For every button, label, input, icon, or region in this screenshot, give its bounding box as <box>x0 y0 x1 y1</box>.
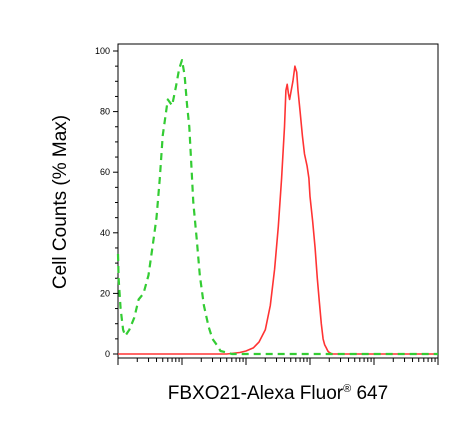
y-tick-label: 40 <box>100 228 110 238</box>
axis-titles: Cell Counts (% Max) FBXO21-Alexa Fluor® … <box>50 115 388 404</box>
y-tick-label: 0 <box>105 349 110 359</box>
x-axis-title: FBXO21-Alexa Fluor® 647 <box>168 383 388 404</box>
x-axis-title-registered-mark: ® <box>343 383 351 395</box>
axes: 0 20 40 60 80 100 <box>95 43 439 365</box>
y-axis-title: Cell Counts (% Max) <box>50 115 71 289</box>
plot-frame <box>117 43 439 359</box>
control-histogram-line <box>116 58 438 356</box>
y-tick-label: 60 <box>100 167 110 177</box>
curves <box>116 58 438 356</box>
x-axis-title-main: FBXO21-Alexa Fluor <box>168 383 344 404</box>
y-tick-label: 80 <box>100 107 110 117</box>
y-tick-label: 20 <box>100 288 110 298</box>
y-tick-label: 100 <box>95 46 110 56</box>
x-axis-title-tail: 647 <box>351 383 388 404</box>
